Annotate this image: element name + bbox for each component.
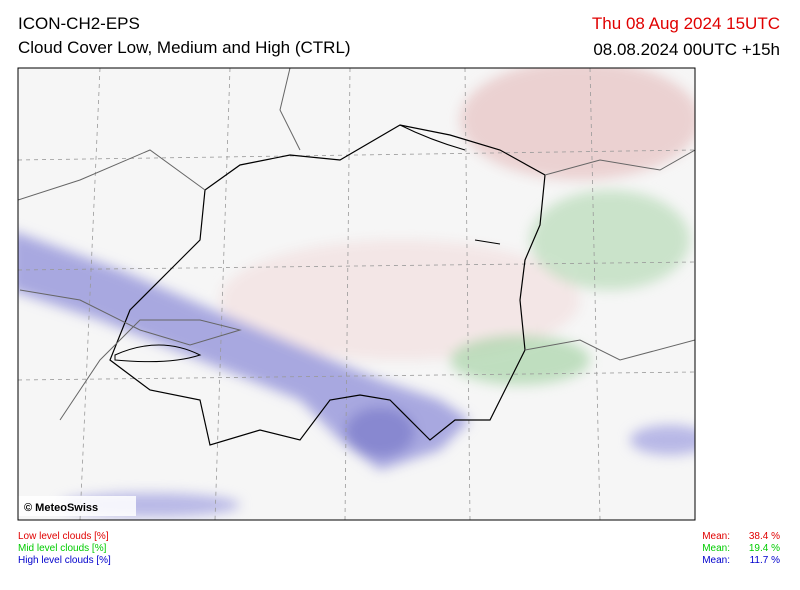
mean-value: 38.4 % (748, 531, 780, 542)
cloud-field (18, 68, 695, 517)
country-border (18, 68, 301, 201)
lake (114, 124, 501, 363)
low-cloud-area (460, 68, 695, 180)
product-name: Cloud Cover Low, Medium and High (CTRL) (18, 38, 351, 57)
run-time: 08.08.2024 00UTC +15h (593, 40, 780, 59)
mean-value: 11.7 % (749, 555, 780, 566)
mid-cloud-area (530, 190, 690, 290)
copyright-box (18, 496, 136, 516)
mean-value: 19.4 % (748, 543, 780, 554)
model-name: ICON-CH2-EPS (18, 14, 140, 33)
country-border (19, 289, 242, 421)
mean-label: Mean: (702, 531, 730, 542)
copyright: © MeteoSwiss (24, 502, 98, 514)
high-cloud-area (630, 425, 695, 455)
country-border (524, 149, 695, 361)
valid-time: Thu 08 Aug 2024 15UTC (591, 14, 780, 33)
map-frame (17, 67, 696, 521)
legend-label: Mid level clouds [%] (18, 543, 107, 554)
country-border (109, 124, 546, 446)
high-cloud-area (345, 407, 415, 457)
low-cloud-area (220, 240, 580, 360)
legend-label: Low level clouds [%] (18, 531, 109, 542)
map-field: © MeteoSwiss (18, 68, 695, 520)
high-cloud-area (18, 232, 470, 470)
legend-label: High level clouds [%] (18, 555, 111, 566)
mean-label: Mean: (702, 555, 730, 566)
mean-label: Mean: (702, 543, 730, 554)
